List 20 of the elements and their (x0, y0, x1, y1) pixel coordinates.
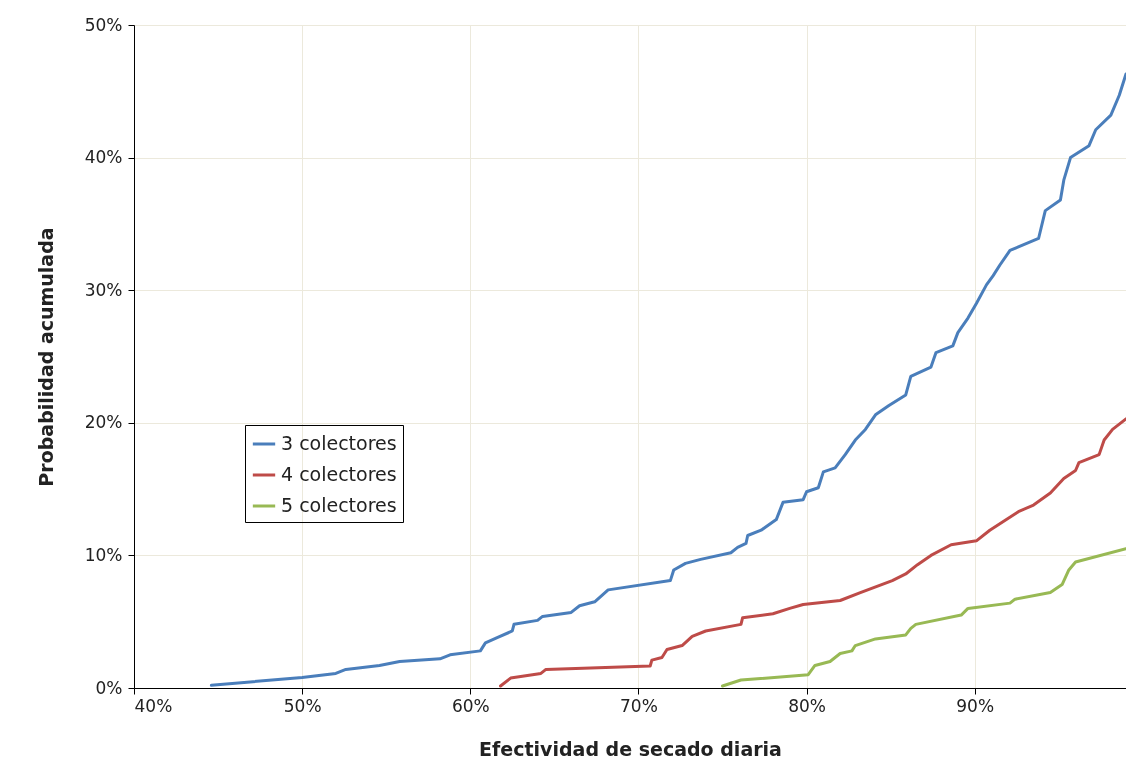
x-tick-label: 60% (451, 695, 490, 716)
legend-label: 3 colectores (281, 432, 397, 454)
x-tick-label: 70% (620, 695, 658, 716)
legend-label: 4 colectores (281, 463, 397, 485)
x-tick-label: 80% (788, 695, 826, 716)
x-tick-label: 40% (134, 695, 173, 716)
line-series (499, 417, 1126, 688)
x-tick-label: 50% (283, 695, 322, 716)
y-tick-label: 50% (84, 14, 123, 35)
legend-label: 5 colectores (281, 494, 397, 516)
line-series (209, 72, 1126, 687)
y-tick-label: 10% (84, 544, 123, 565)
y-tick-label: 0% (95, 677, 123, 698)
x-axis-title: Efectividad de secado diaria (479, 737, 782, 760)
y-tick-label: 30% (84, 279, 123, 300)
y-axis-title: Probabilidad acumulada (34, 227, 57, 487)
y-tick-label: 20% (84, 412, 123, 433)
y-tick-label: 40% (84, 147, 123, 168)
x-tick-label: 90% (956, 695, 995, 716)
line-series (720, 547, 1126, 688)
